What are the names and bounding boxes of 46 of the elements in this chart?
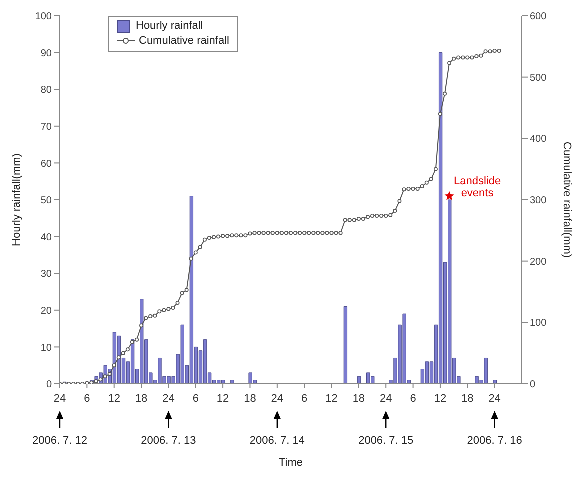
y2-tick-label: 400 <box>530 134 548 146</box>
x-tick-label: 24 <box>380 393 392 405</box>
y-axis-title: Hourly rainfall(mm) <box>10 154 23 246</box>
x-tick-label: 6 <box>410 393 416 405</box>
y-tick-label: 30 <box>40 269 52 280</box>
y-tick-label: 90 <box>40 48 52 60</box>
x-tick-label: 24 <box>162 393 175 405</box>
x-tick-label: 6 <box>84 393 90 405</box>
y-tick-label: 70 <box>40 122 52 133</box>
x-tick-label: 12 <box>434 393 447 405</box>
y2-tick-label: 0 <box>530 380 536 391</box>
x-axis-title: Time <box>278 457 304 469</box>
x-tick-label: 24 <box>271 393 284 405</box>
y-tick-label: 10 <box>40 342 52 354</box>
y2-tick-label: 300 <box>530 196 548 207</box>
x-tick-label: 12 <box>326 393 338 405</box>
y2-axis-title: Cumulative rainfall(mm) <box>561 142 574 258</box>
y2-tick-label: 600 <box>530 12 548 23</box>
x-tick-label: 18 <box>135 393 148 405</box>
y-tick-label: 40 <box>40 232 52 244</box>
x-tick-label: 6 <box>302 393 308 405</box>
text: 2006. 7. 13 <box>141 435 196 447</box>
y2-tick-label: 500 <box>530 72 548 84</box>
x-tick-label: 24 <box>54 393 66 405</box>
y2-tick-label: 200 <box>530 256 548 268</box>
text: 2006. 7. 12 <box>32 435 88 447</box>
y-tick-label: 50 <box>40 196 52 207</box>
y-tick-label: 20 <box>40 306 52 317</box>
legend-label: Cumulative rainfall <box>139 35 230 47</box>
x-tick-label: 24 <box>488 393 501 405</box>
y-tick-label: 80 <box>40 85 52 96</box>
x-tick-label: 18 <box>244 393 256 405</box>
y-tick-label: 0 <box>46 380 52 391</box>
x-tick-label: 18 <box>462 393 474 405</box>
y-tick-label: 100 <box>35 12 52 23</box>
y-tick-label: 60 <box>40 158 52 170</box>
text: 2006. 7. 15 <box>358 435 414 447</box>
y2-tick-label: 100 <box>530 318 548 330</box>
x-tick-label: 12 <box>216 393 230 405</box>
text: 2006. 7. 16 <box>467 435 522 447</box>
x-tick-label: 12 <box>108 393 120 405</box>
legend-label: Hourly rainfall <box>136 20 204 32</box>
x-tick-label: 6 <box>192 393 199 405</box>
text: 2006. 7. 14 <box>250 435 305 447</box>
annotation: Landslide events <box>454 175 502 200</box>
x-tick-label: 18 <box>352 393 366 405</box>
